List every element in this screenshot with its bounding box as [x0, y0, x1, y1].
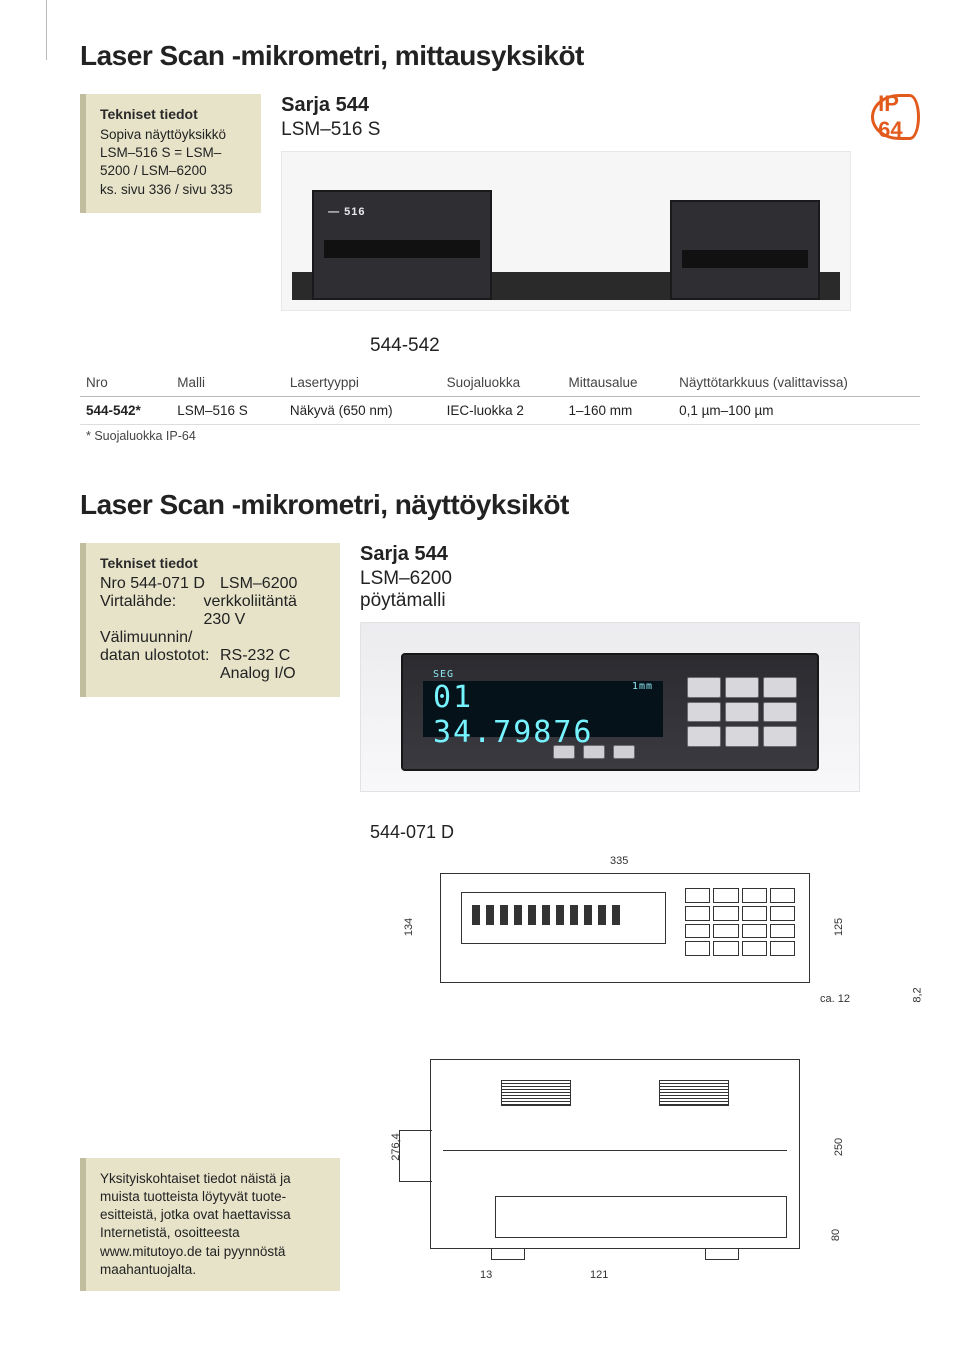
spec-table-1: Nro Malli Lasertyyppi Suojaluokka Mittau… — [80, 371, 920, 425]
cell-laser: Näkyvä (650 nm) — [284, 397, 441, 425]
series-sub-2a: LSM–6200 — [360, 568, 920, 590]
dim-82: 8,2 — [912, 987, 924, 1002]
col-lasertyyppi: Lasertyyppi — [284, 371, 441, 397]
unit-label: — 516 — [328, 206, 365, 218]
col-suojaluokka: Suojaluokka — [441, 371, 563, 397]
t2-r3-l: datan ulostotot: — [100, 647, 220, 665]
series-title-1: Sarja 544 — [281, 94, 851, 117]
dim-foot-span: 121 — [590, 1269, 608, 1281]
cell-malli: LSM–516 S — [171, 397, 284, 425]
cell-alue: 1–160 mm — [562, 397, 673, 425]
tech1-line2: LSM–516 S = LSM–5200 / LSM–6200 — [100, 144, 245, 180]
page-title-b: Laser Scan -mikrometri, näyttöyksiköt — [80, 489, 920, 521]
tech1-line1: Sopiva näyttöyksikkö — [100, 126, 245, 144]
dim-h-r: 125 — [833, 918, 845, 936]
display-digits: 01 34.79876 — [433, 680, 620, 750]
margin-marker — [46, 0, 47, 60]
t2-r2-l: Välimuunnin/ — [100, 629, 220, 647]
page-title-a: Laser Scan -mikrometri, mittausyksiköt — [80, 40, 920, 72]
tech-specs-block-1: Tekniset tiedot Sopiva näyttöyksikkö LSM… — [80, 94, 261, 213]
tech-specs-block-2: Tekniset tiedot Nro 544-071 DLSM–6200 Vi… — [80, 543, 340, 697]
display-mm: 1mm — [632, 681, 653, 692]
model-number-2: 544-071 D — [370, 822, 920, 843]
t2-r0-v: LSM–6200 — [220, 575, 297, 593]
dim-foot-h: 80 — [830, 1229, 842, 1241]
dim-foot-off: 13 — [480, 1269, 492, 1281]
dim-ca12: ca. 12 — [820, 993, 850, 1005]
col-tarkkuus: Näyttötarkkuus (valittavissa) — [673, 371, 920, 397]
cell-tarkkuus: 0,1 µm–100 µm — [673, 397, 920, 425]
top-view-drawing: 276,4 250 80 13 121 — [360, 1041, 920, 1291]
display-seg: SEG — [433, 669, 620, 680]
model-number-1: 544-542 — [370, 335, 920, 357]
technical-drawings: 335 134 125 ca. 12 8,2 Yksityiskohtaiset… — [370, 861, 930, 1291]
t2-r4-l — [100, 665, 220, 683]
dim-d-right: 250 — [833, 1138, 845, 1156]
cell-nro: 544-542* — [80, 397, 171, 425]
t2-r1-v: verkkoliitäntä 230 V — [204, 593, 324, 629]
table-row: 544-542* LSM–516 S Näkyvä (650 nm) IEC-l… — [80, 397, 920, 425]
table1-footnote: * Suojaluokka IP-64 — [80, 429, 920, 443]
series-sub-1: LSM–516 S — [281, 119, 851, 141]
keypad-icon — [687, 677, 797, 747]
col-mittausalue: Mittausalue — [562, 371, 673, 397]
tech1-line3: ks. sivu 336 / sivu 335 — [100, 181, 245, 199]
series-title-2: Sarja 544 — [360, 543, 920, 566]
info-text: Yksityiskohtaiset tiedot näistä ja muist… — [100, 1170, 326, 1279]
ip-rating-badge: IP 64 — [871, 94, 920, 140]
front-view-drawing: 335 134 125 ca. 12 8,2 — [370, 861, 930, 1011]
tech-specs-heading-2: Tekniset tiedot — [100, 555, 198, 571]
col-malli: Malli — [171, 371, 284, 397]
t2-r4-v: Analog I/O — [220, 665, 296, 683]
product-photo-2: SEG 01 34.79876 1mm — [360, 622, 860, 792]
series-sub-2b: pöytämalli — [360, 590, 920, 612]
col-nro: Nro — [80, 371, 171, 397]
product-photo-1: — 516 — [281, 151, 851, 311]
t2-r0-l: Nro 544-071 D — [100, 575, 220, 593]
info-note-block: Yksityiskohtaiset tiedot näistä ja muist… — [80, 1158, 340, 1291]
dim-w-top: 335 — [610, 855, 628, 867]
dim-d-left: 276,4 — [390, 1133, 402, 1161]
dim-h-l: 134 — [403, 918, 415, 936]
t2-r1-l: Virtalähde: — [100, 593, 204, 629]
nav-buttons-icon — [553, 745, 635, 759]
tech-specs-heading-1: Tekniset tiedot — [100, 106, 198, 122]
t2-r3-v: RS-232 C — [220, 647, 290, 665]
cell-suoja: IEC-luokka 2 — [441, 397, 563, 425]
